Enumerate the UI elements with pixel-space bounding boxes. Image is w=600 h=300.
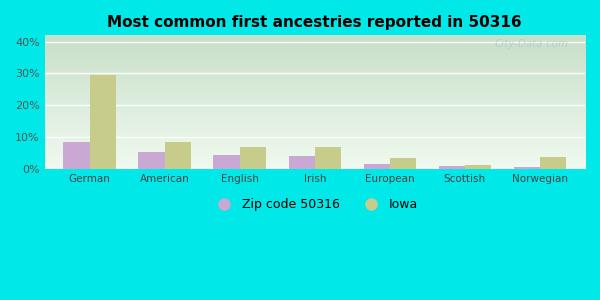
Bar [465, 165, 491, 169]
Bar [214, 154, 240, 169]
Bar [64, 142, 89, 169]
Bar [240, 147, 266, 169]
Bar [364, 164, 390, 169]
Bar [139, 152, 164, 169]
Bar [315, 147, 341, 169]
Bar [89, 75, 116, 169]
Bar [164, 142, 191, 169]
Text: City-Data.com: City-Data.com [494, 39, 569, 49]
Bar [439, 166, 465, 169]
Bar [289, 156, 315, 169]
Bar [390, 158, 416, 169]
Title: Most common first ancestries reported in 50316: Most common first ancestries reported in… [107, 15, 522, 30]
Bar [514, 167, 540, 169]
Bar [540, 157, 566, 169]
Legend: Zip code 50316, Iowa: Zip code 50316, Iowa [207, 193, 423, 216]
